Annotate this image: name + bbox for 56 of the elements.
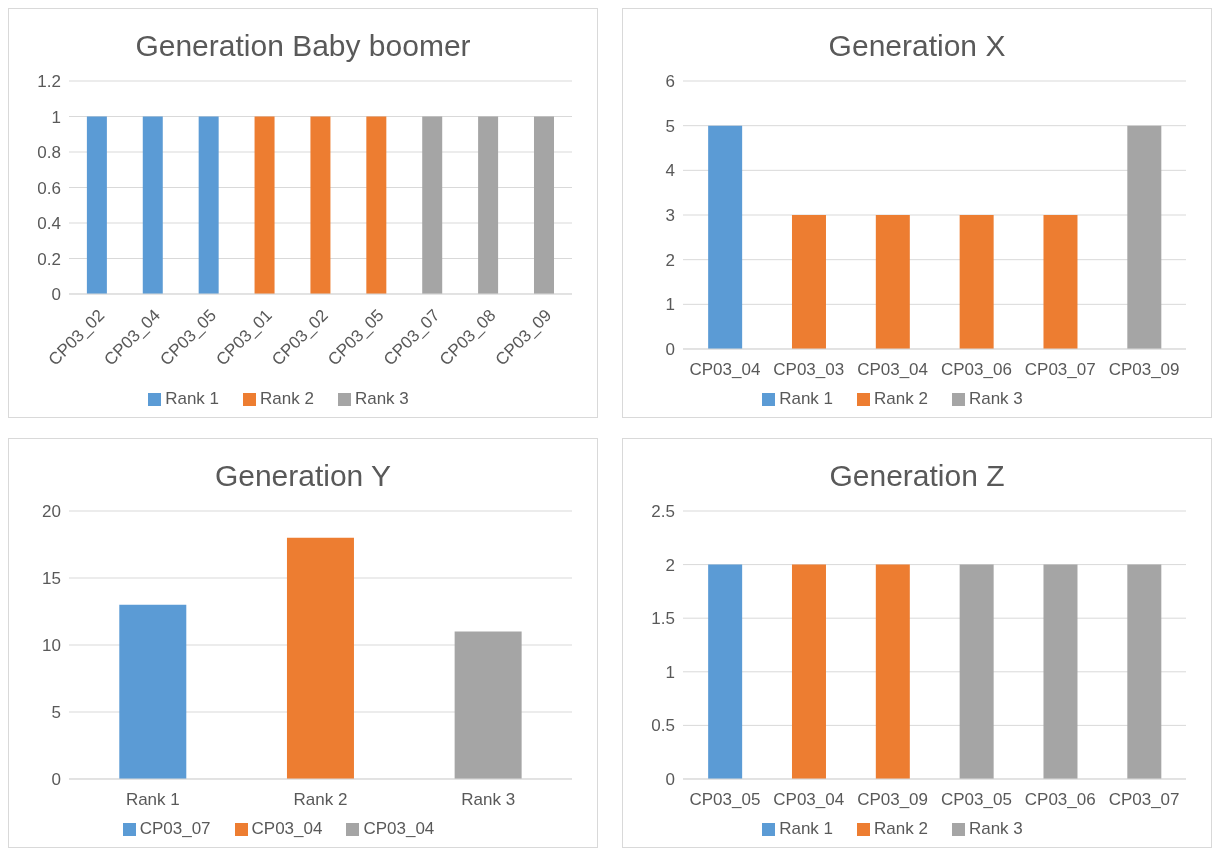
y-tick-label: 0	[665, 770, 675, 790]
y-tick-label: 0	[51, 285, 61, 305]
x-tick-label: CP03_05	[940, 789, 1012, 809]
x-tick-label: Rank 1	[125, 789, 180, 809]
legend-label: Rank 3	[354, 389, 409, 408]
legend-label: Rank 1	[779, 389, 834, 408]
y-tick-label: 2	[665, 250, 675, 270]
chart-title: Generation X	[827, 29, 1007, 64]
y-tick-label: 0.5	[651, 716, 675, 736]
legend-label: CP03_04	[251, 819, 323, 838]
chart-title: Generation Z	[828, 459, 1006, 494]
x-tick-label: CP03_09	[1108, 359, 1180, 379]
y-tick-label: 10	[42, 636, 61, 656]
y-tick-label: 5	[665, 116, 675, 136]
legend-label: Rank 1	[779, 819, 834, 838]
chart-title: Generation Y	[213, 459, 393, 494]
y-tick-label: 2.5	[651, 502, 675, 522]
y-tick-label: 1.5	[651, 609, 675, 629]
x-tick-label: CP03_06	[1024, 789, 1096, 809]
legend-label: CP03_07	[139, 819, 211, 838]
y-tick-label: 20	[42, 502, 61, 522]
y-tick-label: 5	[51, 703, 61, 723]
legend-label: Rank 2	[874, 389, 928, 408]
x-tick-label: CP03_03	[773, 359, 845, 379]
y-tick-label: 1	[665, 295, 675, 315]
x-tick-label: CP03_04	[857, 359, 929, 379]
y-tick-label: 1.2	[37, 72, 61, 92]
x-tick-label: Rank 3	[461, 789, 516, 809]
x-tick-label: CP03_05	[689, 789, 761, 809]
x-tick-label: CP03_04	[773, 789, 845, 809]
y-tick-label: 0.4	[37, 214, 61, 234]
y-tick-label: 0	[665, 340, 675, 360]
y-tick-label: 0.8	[37, 143, 61, 163]
legend-label: Rank 3	[968, 819, 1023, 838]
y-tick-label: 1	[51, 107, 61, 127]
y-tick-label: 2	[665, 555, 675, 575]
chart-title: Generation Baby boomer	[134, 29, 472, 64]
y-tick-label: 3	[665, 206, 675, 226]
y-tick-label: 0.2	[37, 249, 61, 269]
legend-label: CP03_04	[363, 819, 435, 838]
y-tick-label: 0.6	[37, 178, 61, 198]
x-tick-label: CP03_07	[1024, 359, 1096, 379]
x-tick-label: CP03_06	[940, 359, 1012, 379]
x-tick-label: Rank 2	[293, 789, 348, 809]
legend-label: Rank 3	[968, 389, 1023, 408]
y-tick-label: 0	[51, 770, 61, 790]
y-tick-label: 15	[42, 569, 61, 589]
y-tick-label: 1	[665, 662, 675, 682]
y-tick-label: 6	[665, 72, 675, 92]
x-tick-label: CP03_04	[689, 359, 761, 379]
legend-label: Rank 2	[874, 819, 928, 838]
legend-label: Rank 2	[260, 389, 314, 408]
x-tick-label: CP03_09	[857, 789, 929, 809]
x-tick-label: CP03_07	[1108, 789, 1180, 809]
legend-label: Rank 1	[165, 389, 220, 408]
y-tick-label: 4	[665, 161, 675, 181]
